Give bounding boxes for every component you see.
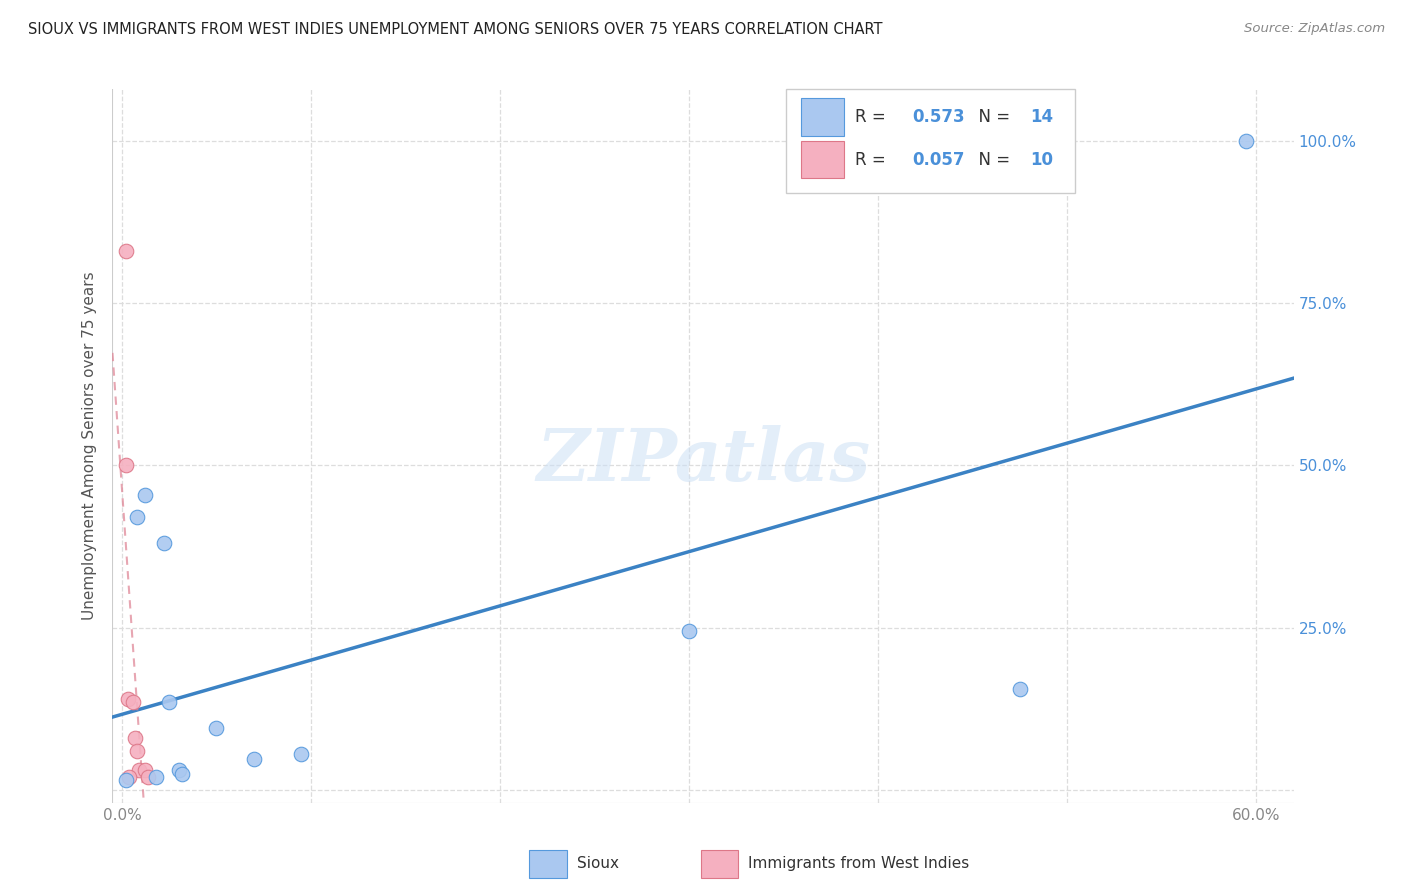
FancyBboxPatch shape (801, 141, 844, 178)
Point (138, 770, 160, 784)
Y-axis label: Unemployment Among Seniors over 75 years: Unemployment Among Seniors over 75 years (82, 272, 97, 620)
Text: R =: R = (855, 108, 891, 126)
Point (124, 731, 146, 745)
Point (128, 764, 150, 778)
Text: SIOUX VS IMMIGRANTS FROM WEST INDIES UNEMPLOYMENT AMONG SENIORS OVER 75 YEARS CO: SIOUX VS IMMIGRANTS FROM WEST INDIES UNE… (28, 22, 883, 37)
Point (114, 773, 136, 788)
Point (290, 747, 312, 761)
Point (118, 770, 141, 784)
FancyBboxPatch shape (801, 98, 844, 136)
Point (1008, 682, 1031, 697)
Text: N =: N = (967, 108, 1015, 126)
Text: 14: 14 (1031, 108, 1053, 126)
Point (125, 744, 148, 758)
FancyBboxPatch shape (786, 89, 1076, 193)
Text: Sioux: Sioux (576, 856, 619, 871)
Point (243, 752, 266, 766)
Point (157, 695, 180, 709)
Text: 0.057: 0.057 (912, 151, 965, 169)
Text: Source: ZipAtlas.com: Source: ZipAtlas.com (1244, 22, 1385, 36)
Point (125, 510, 148, 524)
FancyBboxPatch shape (700, 850, 738, 878)
Point (678, 624, 700, 638)
Text: Immigrants from West Indies: Immigrants from West Indies (748, 856, 969, 871)
Point (205, 721, 228, 735)
Point (1234, 134, 1257, 148)
Text: R =: R = (855, 151, 891, 169)
Point (122, 695, 145, 709)
FancyBboxPatch shape (530, 850, 567, 878)
Point (114, 458, 136, 473)
Text: 10: 10 (1031, 151, 1053, 169)
Text: 0.573: 0.573 (912, 108, 965, 126)
Point (167, 764, 190, 778)
Point (134, 488, 156, 502)
Text: ZIPatlas: ZIPatlas (536, 425, 870, 496)
Point (145, 770, 167, 784)
Text: N =: N = (967, 151, 1015, 169)
Point (114, 244, 136, 259)
Point (117, 692, 139, 706)
Point (172, 766, 194, 780)
Point (134, 764, 156, 778)
Point (152, 536, 174, 550)
